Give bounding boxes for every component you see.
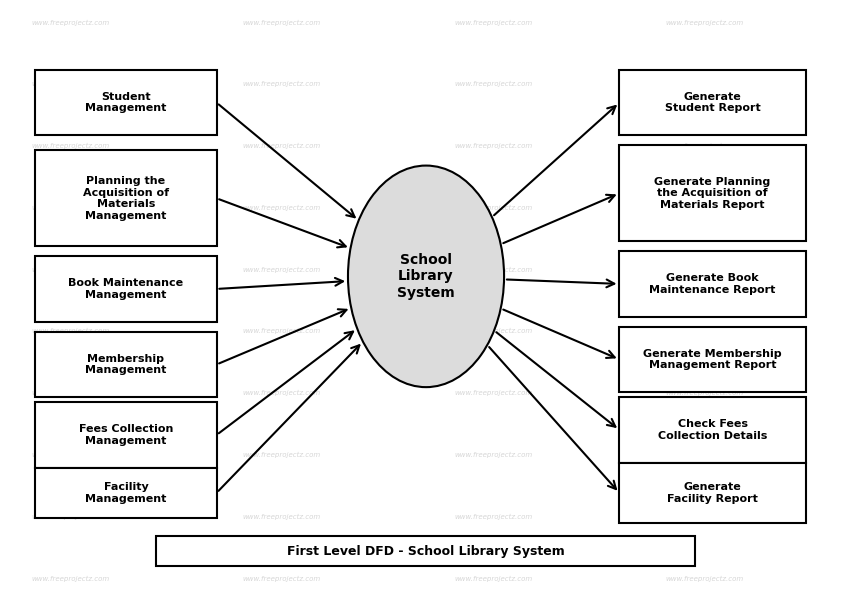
Text: Membership
Management: Membership Management — [85, 353, 167, 375]
Text: www.freeprojectz.com: www.freeprojectz.com — [31, 205, 110, 211]
Text: www.freeprojectz.com: www.freeprojectz.com — [31, 514, 110, 520]
FancyBboxPatch shape — [157, 536, 695, 566]
Text: Generate Book
Maintenance Report: Generate Book Maintenance Report — [650, 273, 776, 295]
Text: Facility
Management: Facility Management — [85, 482, 167, 503]
Text: www.freeprojectz.com: www.freeprojectz.com — [243, 514, 321, 520]
Text: Student
Management: Student Management — [85, 92, 167, 113]
Text: Generate Membership
Management Report: Generate Membership Management Report — [643, 349, 782, 370]
Ellipse shape — [348, 165, 504, 387]
FancyBboxPatch shape — [36, 256, 217, 321]
Text: www.freeprojectz.com: www.freeprojectz.com — [666, 81, 744, 87]
Text: www.freeprojectz.com: www.freeprojectz.com — [243, 267, 321, 273]
Text: www.freeprojectz.com: www.freeprojectz.com — [666, 143, 744, 149]
FancyBboxPatch shape — [36, 151, 217, 246]
Text: www.freeprojectz.com: www.freeprojectz.com — [454, 390, 533, 396]
Text: www.freeprojectz.com: www.freeprojectz.com — [31, 575, 110, 582]
Text: www.freeprojectz.com: www.freeprojectz.com — [454, 575, 533, 582]
Text: Fees Collection
Management: Fees Collection Management — [79, 424, 173, 446]
Text: www.freeprojectz.com: www.freeprojectz.com — [31, 267, 110, 273]
Text: www.freeprojectz.com: www.freeprojectz.com — [31, 329, 110, 334]
Text: Generate
Facility Report: Generate Facility Report — [667, 482, 758, 503]
Text: www.freeprojectz.com: www.freeprojectz.com — [454, 81, 533, 87]
FancyBboxPatch shape — [619, 327, 805, 392]
Text: www.freeprojectz.com: www.freeprojectz.com — [243, 329, 321, 334]
Text: Generate Planning
the Acquisition of
Materials Report: Generate Planning the Acquisition of Mat… — [655, 177, 771, 210]
FancyBboxPatch shape — [619, 463, 805, 523]
Text: www.freeprojectz.com: www.freeprojectz.com — [666, 205, 744, 211]
Text: www.freeprojectz.com: www.freeprojectz.com — [31, 390, 110, 396]
Text: www.freeprojectz.com: www.freeprojectz.com — [31, 143, 110, 149]
FancyBboxPatch shape — [36, 402, 217, 468]
Text: Book Maintenance
Management: Book Maintenance Management — [69, 278, 184, 299]
Text: www.freeprojectz.com: www.freeprojectz.com — [31, 81, 110, 87]
Text: www.freeprojectz.com: www.freeprojectz.com — [454, 205, 533, 211]
Text: www.freeprojectz.com: www.freeprojectz.com — [666, 452, 744, 458]
Text: www.freeprojectz.com: www.freeprojectz.com — [454, 143, 533, 149]
Text: www.freeprojectz.com: www.freeprojectz.com — [666, 575, 744, 582]
Text: www.freeprojectz.com: www.freeprojectz.com — [31, 452, 110, 458]
Text: www.freeprojectz.com: www.freeprojectz.com — [666, 390, 744, 396]
Text: School
Library
System: School Library System — [397, 253, 455, 299]
Text: www.freeprojectz.com: www.freeprojectz.com — [666, 514, 744, 520]
Text: www.freeprojectz.com: www.freeprojectz.com — [454, 20, 533, 25]
Text: www.freeprojectz.com: www.freeprojectz.com — [243, 575, 321, 582]
FancyBboxPatch shape — [36, 331, 217, 397]
FancyBboxPatch shape — [36, 468, 217, 518]
Text: Check Fees
Collection Details: Check Fees Collection Details — [658, 419, 767, 441]
FancyBboxPatch shape — [619, 70, 805, 135]
Text: www.freeprojectz.com: www.freeprojectz.com — [243, 81, 321, 87]
Text: www.freeprojectz.com: www.freeprojectz.com — [666, 267, 744, 273]
Text: www.freeprojectz.com: www.freeprojectz.com — [454, 267, 533, 273]
Text: Generate
Student Report: Generate Student Report — [665, 92, 761, 113]
Text: www.freeprojectz.com: www.freeprojectz.com — [454, 514, 533, 520]
FancyBboxPatch shape — [619, 397, 805, 463]
Text: www.freeprojectz.com: www.freeprojectz.com — [243, 20, 321, 25]
Text: www.freeprojectz.com: www.freeprojectz.com — [31, 20, 110, 25]
Text: First Level DFD - School Library System: First Level DFD - School Library System — [287, 545, 564, 558]
FancyBboxPatch shape — [36, 70, 217, 135]
FancyBboxPatch shape — [619, 145, 805, 241]
Text: www.freeprojectz.com: www.freeprojectz.com — [243, 143, 321, 149]
Text: www.freeprojectz.com: www.freeprojectz.com — [454, 452, 533, 458]
Text: www.freeprojectz.com: www.freeprojectz.com — [243, 390, 321, 396]
Text: www.freeprojectz.com: www.freeprojectz.com — [243, 452, 321, 458]
Text: www.freeprojectz.com: www.freeprojectz.com — [666, 329, 744, 334]
Text: Planning the
Acquisition of
Materials
Management: Planning the Acquisition of Materials Ma… — [83, 176, 169, 221]
FancyBboxPatch shape — [619, 251, 805, 317]
Text: www.freeprojectz.com: www.freeprojectz.com — [666, 20, 744, 25]
Text: www.freeprojectz.com: www.freeprojectz.com — [454, 329, 533, 334]
Text: www.freeprojectz.com: www.freeprojectz.com — [243, 205, 321, 211]
